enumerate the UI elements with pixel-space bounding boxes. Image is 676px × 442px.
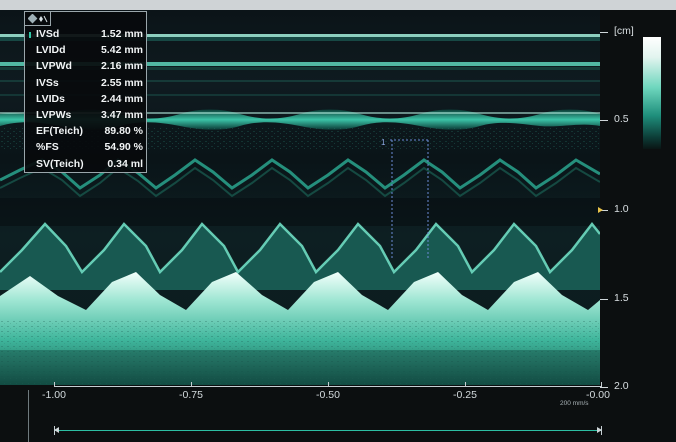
measurement-row[interactable]: LVPWs 3.47 mm	[25, 108, 146, 123]
measurement-row[interactable]: IVSd 1.52 mm	[25, 27, 146, 42]
measurement-value: 5.42 mm	[100, 44, 143, 57]
measurement-row[interactable]: LVPWd 2.16 mm	[25, 59, 146, 74]
depth-label-0-5: 0.5	[614, 113, 629, 125]
depth-label-1-5: 1.5	[614, 292, 629, 304]
time-label-minus-0-25: -0.25	[453, 389, 477, 401]
measurement-value: 0.34 ml	[107, 157, 143, 170]
measurement-label: LVPWs	[36, 109, 72, 121]
measurement-row[interactable]: LVIDs 2.44 mm	[25, 92, 146, 107]
mmode-image[interactable]: 1	[0, 10, 600, 385]
focus-marker-icon[interactable]	[598, 207, 603, 213]
depth-tick	[600, 387, 608, 388]
cine-handle-left-icon[interactable]	[54, 427, 59, 433]
left-divider	[28, 390, 29, 442]
depth-unit-label: [cm]	[614, 25, 634, 37]
depth-tick	[600, 299, 608, 300]
measurement-row[interactable]: LVIDd 5.42 mm	[25, 43, 146, 58]
measurement-label: IVSs	[36, 76, 59, 89]
time-axis: -1.00 -0.75 -0.50 -0.25 -0.00 200 mm/s	[0, 382, 620, 442]
depth-scale: [cm] 0.5 1.0 1.5 2.0	[600, 10, 640, 392]
measurement-panel-header[interactable]	[25, 12, 51, 26]
measurement-value: 2.55 mm	[100, 76, 143, 89]
measurement-label: EF(Teich)	[36, 125, 84, 138]
time-tick	[328, 382, 329, 387]
measurement-row[interactable]: %FS 54.90 %	[25, 140, 146, 155]
time-label-0-00: -0.00	[586, 389, 610, 401]
measurement-row[interactable]: EF(Teich) 89.80 %	[25, 124, 146, 139]
depth-label-2-0: 2.0	[614, 380, 629, 392]
depth-tick	[600, 120, 608, 121]
measurement-label: LVIDs	[36, 92, 65, 105]
cursor-label: 1	[381, 138, 386, 147]
depth-tick	[600, 210, 608, 211]
depth-tick	[600, 32, 608, 33]
sweep-speed-label: 200 mm/s	[560, 400, 589, 407]
cine-scroll-track[interactable]	[54, 430, 602, 431]
measurement-value: 2.16 mm	[100, 60, 143, 73]
time-tick	[601, 382, 602, 387]
time-tick	[54, 382, 55, 387]
measurement-label: IVSd	[36, 28, 60, 40]
time-label-minus-0-75: -0.75	[179, 389, 203, 401]
measurement-panel: IVSd 1.52 mm LVIDd 5.42 mm LVPWd 2.16 mm IVSs 2…	[24, 11, 147, 173]
measurement-label: SV(Teich)	[36, 157, 84, 170]
time-label-minus-0-50: -0.50	[316, 389, 340, 401]
time-label-minus-1-00: -1.00	[42, 389, 66, 401]
time-tick	[191, 382, 192, 387]
top-strip	[0, 0, 676, 10]
measurement-label: LVIDd	[36, 44, 66, 57]
gray-scale-bar	[643, 37, 661, 149]
measurement-row[interactable]: IVSs 2.55 mm	[25, 76, 146, 91]
heart-settings-icon[interactable]	[28, 14, 48, 24]
measurement-value: 1.52 mm	[100, 28, 143, 40]
measurement-label: LVPWd	[36, 60, 72, 73]
measurement-value: 3.47 mm	[100, 109, 143, 121]
measurement-label: %FS	[36, 141, 59, 154]
measurement-value: 54.90 %	[104, 141, 143, 154]
measurement-row[interactable]: SV(Teich) 0.34 ml	[25, 157, 146, 172]
cine-handle-right-icon[interactable]	[597, 427, 602, 433]
measurement-value: 2.44 mm	[100, 92, 143, 105]
measurement-value: 89.80 %	[104, 125, 143, 138]
active-marker-icon	[29, 32, 31, 38]
time-tick	[465, 382, 466, 387]
depth-label-1-0: 1.0	[614, 203, 629, 215]
